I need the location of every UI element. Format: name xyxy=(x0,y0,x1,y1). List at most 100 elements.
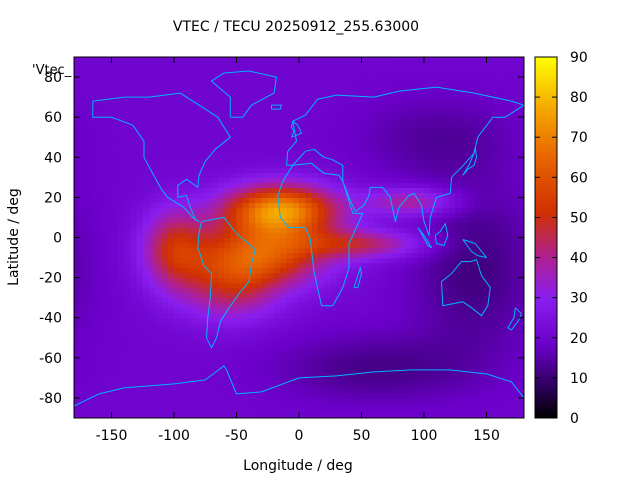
heatmap-cell xyxy=(442,112,450,118)
heatmap-cell xyxy=(130,217,138,224)
heatmap-cell xyxy=(86,247,94,254)
heatmap-cell xyxy=(249,287,256,294)
heatmap-cell xyxy=(236,397,244,404)
heatmap-cell xyxy=(124,62,131,68)
heatmap-cell xyxy=(311,102,319,108)
heatmap-cell xyxy=(274,367,281,374)
heatmap-cell xyxy=(117,387,125,394)
heatmap-cell xyxy=(86,407,94,414)
heatmap-cell xyxy=(292,172,300,178)
heatmap-cell xyxy=(386,162,394,168)
heatmap-cell xyxy=(192,337,200,344)
heatmap-cell xyxy=(161,82,169,88)
heatmap-cell xyxy=(380,282,388,289)
heatmap-cell xyxy=(236,137,244,143)
heatmap-cell xyxy=(499,227,506,234)
heatmap-cell xyxy=(367,72,375,78)
heatmap-cell xyxy=(117,182,125,188)
heatmap-cell xyxy=(361,207,369,214)
heatmap-cell xyxy=(442,382,450,389)
heatmap-cell xyxy=(461,77,469,83)
heatmap-cell xyxy=(499,272,506,279)
heatmap-cell xyxy=(186,237,194,244)
heatmap-cell xyxy=(92,217,100,224)
heatmap-cell xyxy=(374,137,381,143)
heatmap-cell xyxy=(449,382,456,389)
heatmap-cell xyxy=(405,112,413,118)
heatmap-cell xyxy=(180,147,188,153)
heatmap-cell xyxy=(180,122,188,128)
heatmap-cell xyxy=(367,57,375,63)
heatmap-cell xyxy=(280,382,288,389)
heatmap-cell xyxy=(86,112,94,118)
heatmap-cell xyxy=(111,297,119,304)
heatmap-cell xyxy=(386,237,394,244)
heatmap-cell xyxy=(149,177,156,183)
heatmap-cell xyxy=(411,377,419,384)
heatmap-cell xyxy=(149,352,156,359)
heatmap-cell xyxy=(349,367,356,374)
heatmap-cell xyxy=(399,242,406,249)
heatmap-cell xyxy=(336,192,344,198)
heatmap-cell xyxy=(324,297,331,304)
heatmap-cell xyxy=(92,347,100,354)
heatmap-cell xyxy=(117,377,125,384)
heatmap-cell xyxy=(374,77,381,83)
heatmap-cell xyxy=(499,187,506,193)
heatmap-cell xyxy=(392,237,400,244)
heatmap-cell xyxy=(305,237,313,244)
heatmap-cell xyxy=(324,362,331,369)
heatmap-cell xyxy=(236,197,244,203)
heatmap-cell xyxy=(417,257,425,264)
heatmap-cell xyxy=(155,362,163,369)
heatmap-cell xyxy=(480,192,488,198)
heatmap-cell xyxy=(142,182,150,188)
heatmap-cell xyxy=(292,287,300,294)
heatmap-cell xyxy=(142,242,150,249)
heatmap-cell xyxy=(317,262,325,269)
heatmap-cell xyxy=(99,192,106,198)
heatmap-cell xyxy=(442,277,450,284)
heatmap-cell xyxy=(317,197,325,203)
heatmap-cell xyxy=(105,247,113,254)
heatmap-cell xyxy=(305,287,313,294)
heatmap-cell xyxy=(324,107,331,113)
heatmap-cell xyxy=(286,232,294,239)
heatmap-cell xyxy=(205,357,213,364)
heatmap-cell xyxy=(180,97,188,103)
heatmap-cell xyxy=(317,92,325,98)
heatmap-cell xyxy=(324,207,331,214)
heatmap-cell xyxy=(317,57,325,63)
heatmap-cell xyxy=(130,407,138,414)
heatmap-cell xyxy=(211,407,219,414)
heatmap-cell xyxy=(99,377,106,384)
heatmap-cell xyxy=(411,67,419,73)
heatmap-cell xyxy=(224,72,231,78)
heatmap-cell xyxy=(324,177,331,183)
heatmap-cell xyxy=(236,187,244,193)
heatmap-cell xyxy=(217,412,225,418)
heatmap-cell xyxy=(324,322,331,329)
heatmap-cell xyxy=(267,182,275,188)
heatmap-cell xyxy=(86,367,94,374)
heatmap-cell xyxy=(386,97,394,103)
heatmap-cell xyxy=(349,307,356,314)
heatmap-cell xyxy=(224,282,231,289)
heatmap-cell xyxy=(186,87,194,93)
heatmap-cell xyxy=(436,217,444,224)
heatmap-cell xyxy=(411,322,419,329)
heatmap-cell xyxy=(105,202,113,209)
heatmap-cell xyxy=(355,267,363,274)
heatmap-cell xyxy=(242,412,250,418)
heatmap-cell xyxy=(180,182,188,188)
heatmap-cell xyxy=(386,242,394,249)
heatmap-cell xyxy=(449,127,456,133)
heatmap-cell xyxy=(211,197,219,203)
heatmap-cell xyxy=(74,282,81,289)
heatmap-cell xyxy=(311,87,319,93)
heatmap-cell xyxy=(386,167,394,173)
heatmap-cell xyxy=(255,377,263,384)
heatmap-cell xyxy=(186,322,194,329)
heatmap-cell xyxy=(167,262,175,269)
